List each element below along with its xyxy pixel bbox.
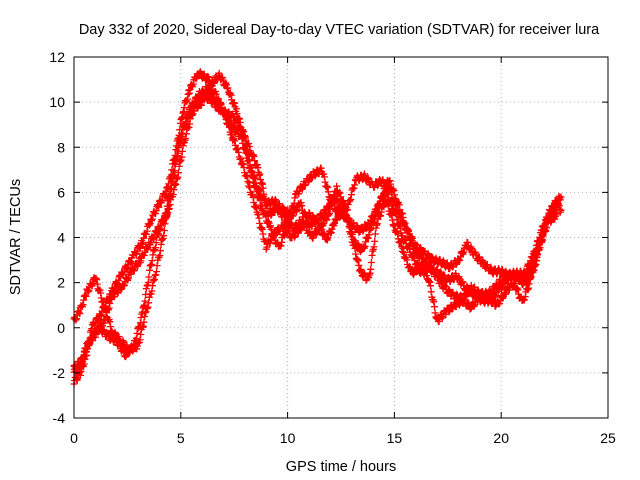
axis-ticks: 0 5 10 15 20 25 -4 -2 0 2 4 6 8 10 12	[49, 49, 616, 446]
y-tick-label: 2	[57, 275, 65, 291]
y-tick-label: -4	[53, 410, 66, 426]
x-axis-label: GPS time / hours	[286, 459, 396, 475]
y-tick-label: 10	[49, 94, 65, 110]
x-tick-label: 25	[600, 430, 616, 446]
data-point-markers	[70, 83, 561, 357]
x-tick-label: 20	[493, 430, 509, 446]
y-tick-label: -2	[53, 365, 66, 381]
x-tick-label: 15	[387, 430, 403, 446]
x-tick-label: 5	[177, 430, 185, 446]
y-tick-label: 4	[57, 230, 65, 246]
data-series	[70, 83, 561, 357]
y-tick-label: 6	[57, 184, 65, 200]
y-tick-label: 0	[57, 320, 65, 336]
data-layer	[70, 68, 565, 388]
y-axis-label: SDTVAR / TECUs	[8, 179, 24, 295]
y-tick-label: 12	[49, 49, 65, 65]
y-tick-label: 8	[57, 139, 65, 155]
x-tick-label: 10	[280, 430, 296, 446]
chart-title: Day 332 of 2020, Sidereal Day-to-day VTE…	[79, 22, 600, 38]
x-tick-label: 0	[70, 430, 78, 446]
